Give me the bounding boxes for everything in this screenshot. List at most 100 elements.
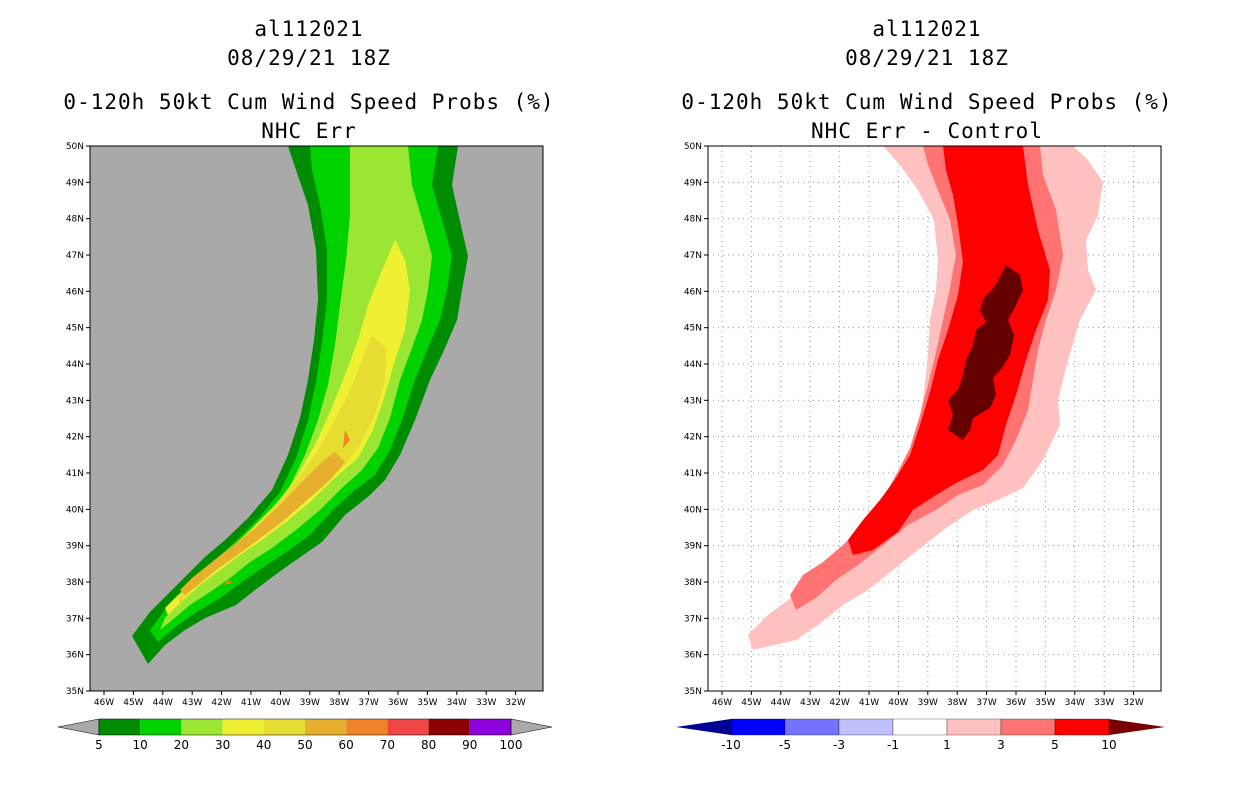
lat-tick-label: 47N: [66, 251, 84, 261]
colorbar-swatch: [346, 719, 388, 735]
lat-tick-label: 35N: [684, 687, 702, 697]
colorbar-label: 60: [339, 738, 354, 752]
lon-tick-label: 37W: [976, 698, 996, 708]
lat-tick-label: 48N: [66, 215, 84, 225]
lon-tick-label: 46W: [94, 698, 114, 708]
colorbar-swatch: [428, 719, 470, 735]
colorbar-label: 80: [421, 738, 436, 752]
colorbar-label: 5: [1051, 738, 1059, 752]
colorbar-swatch: [892, 718, 948, 736]
lon-tick-label: 43W: [182, 698, 202, 708]
lon-tick-label: 43W: [800, 698, 820, 708]
lon-tick-label: 33W: [476, 698, 496, 708]
colorbar-swatch: [140, 719, 182, 735]
colorbar-swatch: [181, 719, 223, 735]
lat-tick-label: 48N: [684, 215, 702, 225]
lon-tick-label: 44W: [153, 698, 173, 708]
lon-tick-label: 42W: [829, 698, 849, 708]
lon-axis: 46W 45W 44W 43W 42W 41W 40W 39W 38W 37W 36W 35W 34W 3…: [94, 691, 526, 708]
lon-tick-label: 38W: [947, 698, 967, 708]
lat-tick-label: 39N: [684, 542, 702, 552]
prob-band-20: [160, 146, 432, 630]
difference-shading: [748, 146, 1103, 650]
lat-tick-label: 42N: [684, 433, 702, 443]
colorbar-swatch: [222, 719, 264, 735]
lon-tick-label: 36W: [1006, 698, 1026, 708]
lat-tick-label: 50N: [684, 142, 702, 152]
colorbar-label: 90: [462, 738, 477, 752]
map-frame: [707, 145, 1162, 692]
difference-colorbar: -10 -5 -3 -1 1 3 5 10: [676, 718, 1165, 752]
lon-tick-label: 32W: [1123, 698, 1143, 708]
lat-tick-label: 37N: [684, 614, 702, 624]
lat-tick-label: 37N: [66, 614, 84, 624]
colorbar-label: -1: [887, 738, 899, 752]
colorbar-swatch: [469, 719, 511, 735]
colorbar-swatch: [1054, 718, 1110, 736]
colorbar-label: 70: [380, 738, 395, 752]
lon-tick-label: 34W: [447, 698, 467, 708]
lat-tick-label: 40N: [66, 505, 84, 515]
left-panel: al112021 08/29/21 18Z 0-120h 50kt Cum Wi…: [57, 17, 554, 752]
lon-tick-label: 45W: [123, 698, 143, 708]
lon-tick-label: 35W: [1035, 698, 1055, 708]
right-map: 50N 49N 48N 47N 46N 45N 44N 43N 42N 41N 40N 39N 38N 3…: [676, 142, 1165, 752]
colorbar-low-arrow: [57, 718, 100, 736]
colorbar-high-arrow: [1109, 719, 1165, 735]
diff-band-10: [948, 265, 1023, 440]
colorbar-label: 50: [297, 738, 312, 752]
lat-tick-label: 43N: [66, 396, 84, 406]
storm-id: al112021: [872, 17, 982, 41]
colorbar-label: 10: [133, 738, 148, 752]
prob-band-50: [180, 452, 345, 595]
lat-tick-label: 40N: [684, 505, 702, 515]
colorbar-label: 40: [256, 738, 271, 752]
lat-tick-label: 46N: [66, 287, 84, 297]
forecast-datetime: 08/29/21 18Z: [845, 46, 1009, 70]
forecast-datetime: 08/29/21 18Z: [227, 46, 391, 70]
product-title: 0-120h 50kt Cum Wind Speed Probs (%): [681, 90, 1173, 114]
colorbar-high-arrow: [510, 718, 553, 736]
lon-tick-label: 39W: [300, 698, 320, 708]
lon-tick-label: 41W: [241, 698, 261, 708]
map-frame: [89, 145, 544, 692]
lon-tick-label: 42W: [211, 698, 231, 708]
lat-axis: 50N 49N 48N 47N 46N 45N 44N 43N 42N 41N 40N 39N 38N 3…: [66, 142, 90, 697]
lon-tick-label: 40W: [270, 698, 290, 708]
lon-tick-label: 46W: [712, 698, 732, 708]
lon-tick-label: 36W: [388, 698, 408, 708]
lat-tick-label: 38N: [684, 578, 702, 588]
colorbar-label: 20: [174, 738, 189, 752]
lon-tick-label: 45W: [741, 698, 761, 708]
lat-tick-label: 41N: [66, 469, 84, 479]
colorbar-swatch: [1000, 718, 1056, 736]
lat-tick-label: 49N: [66, 178, 84, 188]
lon-tick-label: 37W: [358, 698, 378, 708]
lat-tick-label: 45N: [684, 324, 702, 334]
lat-tick-label: 43N: [684, 396, 702, 406]
colorbar-label: -10: [721, 738, 741, 752]
lat-tick-label: 44N: [684, 360, 702, 370]
left-map: 50N 49N 48N 47N 46N 45N 44N 43N 42N 41N 40N 39N 38N 3…: [57, 142, 553, 752]
subtitle: NHC Err: [261, 119, 357, 143]
lat-tick-label: 46N: [684, 287, 702, 297]
colorbar-swatch: [784, 718, 840, 736]
subtitle: NHC Err - Control: [811, 119, 1043, 143]
colorbar-label: 1: [943, 738, 951, 752]
probability-shading: [132, 146, 468, 664]
lat-tick-label: 49N: [684, 178, 702, 188]
lat-tick-label: 44N: [66, 360, 84, 370]
colorbar-label: 30: [215, 738, 230, 752]
colorbar-swatch: [99, 719, 141, 735]
lat-tick-label: 39N: [66, 542, 84, 552]
lat-axis: 50N 49N 48N 47N 46N 45N 44N 43N 42N 41N 40N 39N 38N 3…: [684, 142, 708, 697]
lat-tick-label: 50N: [66, 142, 84, 152]
colorbar-label: 3: [997, 738, 1005, 752]
colorbar-label: 100: [500, 738, 523, 752]
lon-tick-label: 34W: [1065, 698, 1085, 708]
lat-tick-label: 47N: [684, 251, 702, 261]
storm-id: al112021: [254, 17, 364, 41]
lat-tick-label: 38N: [66, 578, 84, 588]
lon-tick-label: 32W: [505, 698, 525, 708]
colorbar-swatch: [305, 719, 347, 735]
